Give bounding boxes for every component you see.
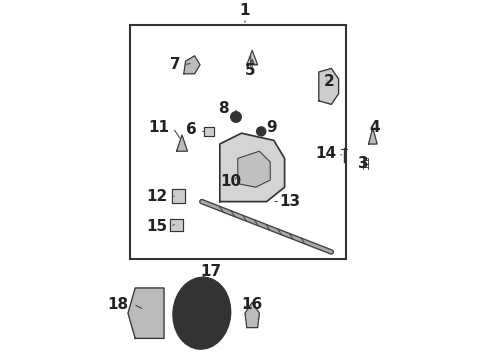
Polygon shape <box>245 302 259 328</box>
Ellipse shape <box>173 277 231 349</box>
Text: 6: 6 <box>186 122 196 137</box>
Polygon shape <box>176 135 187 151</box>
Text: 8: 8 <box>218 100 229 116</box>
Text: 9: 9 <box>267 120 277 135</box>
Circle shape <box>257 127 266 136</box>
Polygon shape <box>184 56 200 74</box>
Text: 15: 15 <box>147 219 168 234</box>
Text: 4: 4 <box>369 120 380 135</box>
Polygon shape <box>247 50 258 65</box>
Text: 3: 3 <box>358 156 369 171</box>
Text: 1: 1 <box>240 3 250 18</box>
Bar <box>130 25 346 259</box>
Polygon shape <box>220 133 285 202</box>
Text: 12: 12 <box>147 189 168 204</box>
Polygon shape <box>238 151 270 187</box>
Text: 10: 10 <box>220 174 241 189</box>
Text: 17: 17 <box>200 264 221 279</box>
Text: 2: 2 <box>324 73 335 89</box>
Text: 7: 7 <box>170 57 180 72</box>
Polygon shape <box>204 127 215 136</box>
Text: 18: 18 <box>107 297 128 312</box>
Circle shape <box>233 114 239 120</box>
Ellipse shape <box>184 283 227 337</box>
Circle shape <box>231 112 242 122</box>
Polygon shape <box>128 288 164 338</box>
Text: 16: 16 <box>242 297 263 312</box>
Text: 11: 11 <box>148 120 170 135</box>
Polygon shape <box>172 189 185 203</box>
Polygon shape <box>319 68 339 104</box>
Text: 13: 13 <box>279 194 300 209</box>
Polygon shape <box>170 219 183 231</box>
Text: 5: 5 <box>245 63 256 78</box>
Circle shape <box>175 193 182 200</box>
Text: 14: 14 <box>316 145 337 161</box>
Polygon shape <box>368 128 377 144</box>
